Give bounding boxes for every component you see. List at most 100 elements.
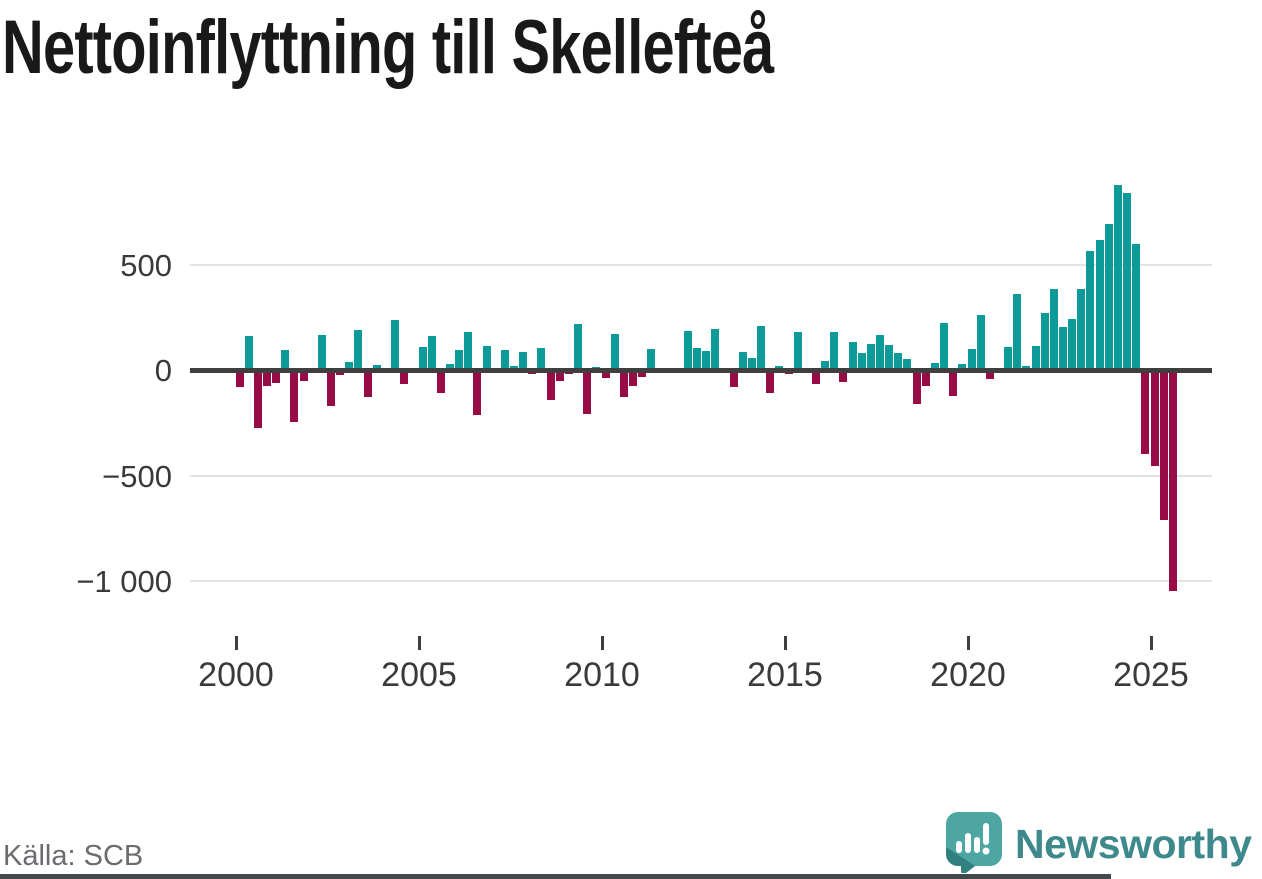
bar-2022-Q2 [1049,288,1058,370]
bar-2017-Q2 [866,343,875,370]
bar-2003-Q2 [354,329,363,370]
bar-2005-Q3 [436,370,445,394]
bar-2020-Q2 [976,315,985,370]
bar-2003-Q1 [345,361,354,370]
y-axis-tick-label: 500 [120,247,172,283]
bar-2023-Q3 [1095,240,1104,370]
bar-2022-Q1 [1040,313,1049,370]
bar-2005-Q1 [418,346,427,370]
bar-2019-Q2 [940,322,949,370]
bar-2017-Q1 [857,353,866,370]
bar-2019-Q3 [949,370,958,397]
bar-2013-Q3 [729,370,738,387]
x-axis-tick-2025 [1149,636,1153,650]
bar-2018-Q1 [894,353,903,370]
bar-2002-Q2 [317,335,326,370]
bar-2022-Q4 [1068,319,1077,370]
bar-2016-Q3 [839,370,848,382]
bar-2012-Q3 [693,347,701,370]
bar-2024-Q1 [1113,185,1122,370]
bar-2023-Q4 [1104,224,1113,370]
bar-2000-Q2 [244,336,253,370]
bar-2021-Q1 [1004,346,1013,370]
bar-2006-Q4 [482,345,491,370]
bar-2009-Q3 [583,370,592,415]
bar-2004-Q2 [391,320,400,370]
bar-2006-Q1 [455,349,464,370]
x-axis-tick-2020 [966,636,970,650]
y-axis-tick-label: −1 000 [76,564,172,599]
bar-2015-Q2 [793,332,802,370]
bar-2018-Q3 [912,370,921,404]
bar-2024-Q2 [1123,192,1132,370]
bar-2016-Q2 [830,332,839,370]
bar-2001-Q3 [290,370,299,422]
bar-2012-Q2 [683,330,692,370]
bar-2014-Q4 [775,365,784,370]
bar-2008-Q4 [555,370,564,381]
x-axis-tick-label: 2025 [1113,656,1189,694]
brand-lockup: Newsworthy [945,811,1262,874]
bar-2000-Q4 [262,370,271,386]
bottom-progress-bar [0,874,1111,879]
x-axis-tick-label: 2005 [381,656,457,694]
bar-2011-Q2 [647,348,656,370]
y-gridline--500 [190,474,1212,477]
bar-2023-Q2 [1086,250,1095,370]
bar-2014-Q3 [766,370,775,394]
bar-2000-Q3 [253,370,262,429]
bar-2021-Q2 [1013,294,1022,370]
x-axis-tick-2015 [783,636,787,650]
bar-2016-Q4 [848,341,857,370]
brand-name: Newsworthy [1015,820,1252,867]
bar-2003-Q3 [363,370,372,398]
y-gridline-500 [190,263,1212,266]
bar-2019-Q1 [930,362,939,370]
x-axis-tick-label: 2010 [564,656,640,694]
bar-2020-Q3 [985,370,994,380]
x-axis-tick-2010 [600,636,604,650]
bar-2005-Q4 [445,363,454,370]
bar-2017-Q3 [876,335,884,370]
chart-title: Nettoinflyttning till Skellefteå [2,5,774,90]
bar-2010-Q1 [601,370,610,379]
bar-2022-Q3 [1059,326,1067,370]
bar-2001-Q2 [281,349,290,370]
bar-2002-Q3 [327,370,335,406]
y-axis-tick-label: −500 [102,458,172,494]
bar-2020-Q1 [967,348,976,370]
bar-2025-Q2 [1159,370,1168,520]
bar-2008-Q2 [537,347,546,370]
bar-2007-Q4 [519,352,528,370]
bar-2019-Q4 [958,363,967,370]
bar-2018-Q2 [903,359,912,370]
x-axis-tick-label: 2000 [198,656,274,694]
bar-2005-Q2 [427,336,436,370]
bar-2000-Q1 [235,370,244,387]
bar-2009-Q2 [574,323,583,370]
bar-2021-Q3 [1022,365,1031,370]
x-axis-tick-label: 2020 [930,656,1006,694]
x-axis-zero-line [190,368,1212,373]
y-gridline--1000 [190,580,1212,582]
bar-2007-Q2 [500,349,509,370]
bar-2008-Q3 [546,370,555,400]
newsworthy-logo-icon [945,811,1003,878]
bar-2014-Q1 [747,358,756,370]
bar-2018-Q4 [921,370,930,386]
bar-2001-Q1 [272,370,281,383]
bar-2007-Q3 [510,365,518,370]
bar-2012-Q4 [702,351,711,370]
bar-2001-Q4 [299,370,308,381]
bar-2014-Q2 [757,325,766,370]
bar-2004-Q3 [400,370,409,384]
bar-2021-Q4 [1031,345,1040,370]
bar-2025-Q1 [1150,370,1159,466]
x-axis-tick-2005 [417,636,421,650]
bar-2006-Q3 [473,370,482,416]
bar-2024-Q4 [1141,370,1150,455]
bar-2015-Q4 [811,370,820,384]
bar-2003-Q4 [372,364,381,370]
